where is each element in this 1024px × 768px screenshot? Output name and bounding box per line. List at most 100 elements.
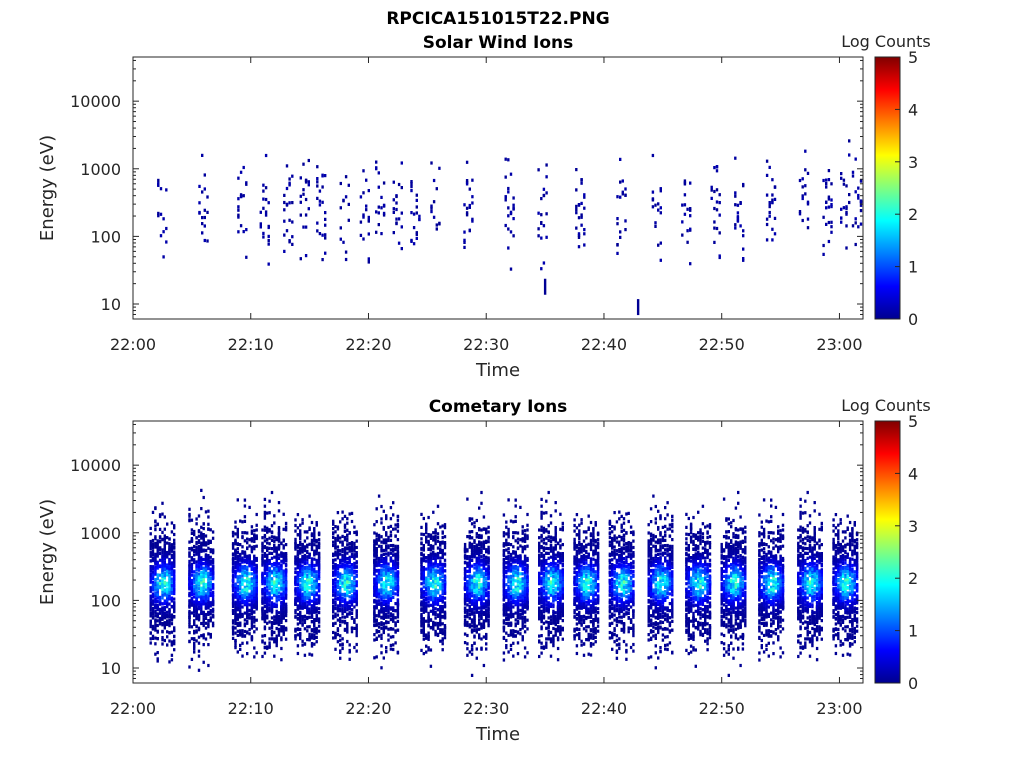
heatmap-cell <box>161 579 164 583</box>
heatmap-cell <box>234 589 237 593</box>
heatmap-cell <box>848 200 851 205</box>
heatmap-cell <box>316 184 319 188</box>
heatmap-cell <box>296 604 300 608</box>
heatmap-cell <box>158 579 162 583</box>
heatmap-cell <box>334 565 337 569</box>
heatmap-cell <box>243 531 247 535</box>
heatmap-cell <box>334 581 337 585</box>
heatmap-cell <box>202 577 205 581</box>
heatmap-cell <box>768 214 771 218</box>
heatmap-cell <box>195 591 198 595</box>
heatmap-cell <box>332 527 335 531</box>
heatmap-cell <box>151 588 155 592</box>
heatmap-cell <box>857 225 860 229</box>
heatmap-cell <box>804 149 807 153</box>
heatmap-cell <box>315 614 318 618</box>
heatmap-cell <box>315 521 318 525</box>
heatmap-cell <box>339 579 342 583</box>
heatmap-cell <box>385 595 388 599</box>
heatmap-cell <box>801 194 804 198</box>
heatmap-cell <box>387 598 390 602</box>
heatmap-cell <box>509 267 513 271</box>
heatmap-cell <box>334 600 337 604</box>
heatmap-cell <box>306 596 309 600</box>
heatmap-cell <box>255 583 258 587</box>
heatmap-cell <box>375 568 378 573</box>
heatmap-cell <box>280 609 283 613</box>
heatmap-cell <box>616 251 619 255</box>
heatmap-cell <box>239 597 242 601</box>
heatmap-cell <box>255 568 258 572</box>
heatmap-cell <box>163 638 166 643</box>
heatmap-cell <box>284 637 288 641</box>
heatmap-cell <box>396 574 400 578</box>
heatmap-cell <box>359 233 363 237</box>
heatmap-cell <box>396 518 400 522</box>
heatmap-cell <box>284 584 288 588</box>
heatmap-cell <box>301 554 304 559</box>
heatmap-cell <box>825 185 828 189</box>
heatmap-cell <box>193 621 196 625</box>
heatmap-cell <box>387 525 390 529</box>
heatmap-cell <box>168 565 171 569</box>
heatmap-cell <box>282 561 285 565</box>
heatmap-cell <box>151 636 155 640</box>
heatmap-cell <box>200 536 203 540</box>
heatmap-cell <box>422 555 425 559</box>
heatmap-cell <box>193 580 196 584</box>
heatmap-cell <box>420 560 423 564</box>
heatmap-cell <box>239 577 242 581</box>
heatmap-cell <box>156 612 159 616</box>
heatmap-cell <box>149 613 152 617</box>
heatmap-cell <box>168 587 171 592</box>
heatmap-cell <box>303 530 307 534</box>
heatmap-cell <box>241 590 244 594</box>
heatmap-cell <box>168 558 171 562</box>
heatmap-cell <box>299 636 302 641</box>
heatmap-cell <box>353 549 356 553</box>
heatmap-cell <box>348 586 351 590</box>
cometary-ions-panel: Cometary Ions 22:00 22:10 22:20 22:30 22:40 2… <box>37 396 931 745</box>
heatmap-cell <box>261 545 264 549</box>
heatmap-cell <box>842 206 846 210</box>
heatmap-cell <box>151 546 155 550</box>
heatmap-cell <box>248 554 251 558</box>
heatmap-cell <box>268 598 271 602</box>
heatmap-cell <box>713 189 716 194</box>
heatmap-cell <box>385 646 388 650</box>
heatmap-cell <box>420 541 423 545</box>
heatmap-cell <box>255 563 258 567</box>
heatmap-cell <box>380 559 383 564</box>
heatmap-cell <box>353 588 356 592</box>
heatmap-cell <box>353 541 356 545</box>
heatmap-cell <box>231 585 235 589</box>
heatmap-cell <box>308 555 311 559</box>
heatmap-cell <box>583 232 586 236</box>
heatmap-cell <box>204 575 208 579</box>
heatmap-cell <box>188 665 191 669</box>
heatmap-cell <box>253 567 256 571</box>
heatmap-cell <box>197 555 201 559</box>
heatmap-cell <box>209 632 212 637</box>
heatmap-cell <box>343 581 347 585</box>
heatmap-cell <box>211 613 215 617</box>
heatmap-cell <box>234 644 237 648</box>
heatmap-cell <box>420 620 423 624</box>
heatmap-cell <box>246 579 249 584</box>
heatmap-cell <box>193 622 196 626</box>
heatmap-cell <box>348 542 351 546</box>
heatmap-cell <box>771 193 774 197</box>
heatmap-cell <box>659 241 662 245</box>
heatmap-cell <box>267 225 270 230</box>
heatmap-cell <box>334 563 337 567</box>
heatmap-cell <box>382 509 385 513</box>
heatmap-cell <box>347 183 350 187</box>
heatmap-cell <box>234 608 237 612</box>
heatmap-cell <box>804 192 807 196</box>
heatmap-cell <box>334 541 337 545</box>
heatmap-cell <box>193 647 196 651</box>
heatmap-cell <box>236 575 239 579</box>
heatmap-cell <box>170 584 174 588</box>
heatmap-cell <box>195 624 198 628</box>
